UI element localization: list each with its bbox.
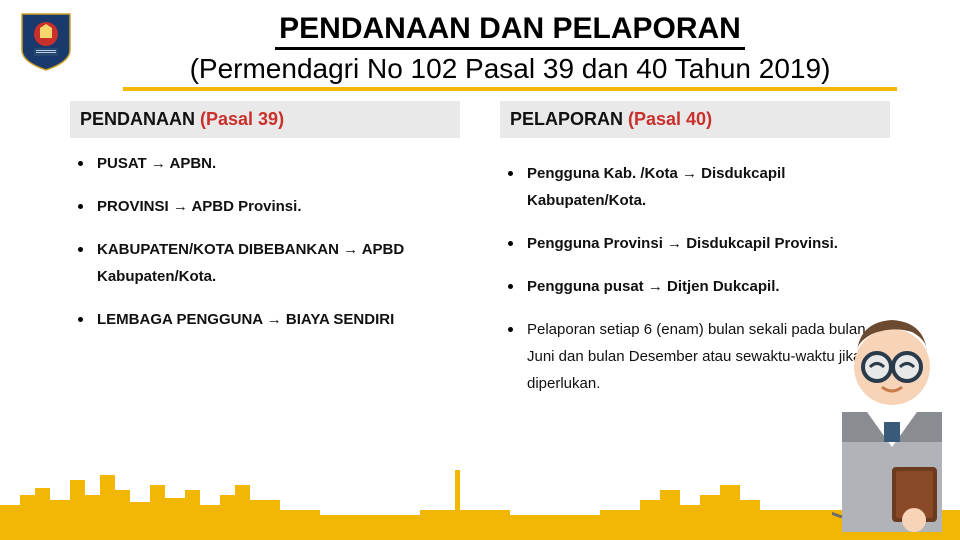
list-item: Pengguna Provinsi → Disdukcapil Provinsi… xyxy=(500,230,890,257)
left-column-header: PENDANAAN (Pasal 39) xyxy=(70,101,460,138)
bullet-icon xyxy=(78,317,83,322)
bullet-text: PUSAT → APBN. xyxy=(97,150,460,177)
right-column-header: PELAPORAN (Pasal 40) xyxy=(500,101,890,138)
bullet-text: PROVINSI → APBD Provinsi. xyxy=(97,193,460,220)
bullet-icon xyxy=(508,284,513,289)
bullet-icon xyxy=(508,241,513,246)
left-header-text: PENDANAAN xyxy=(80,109,200,129)
list-item: PROVINSI → APBD Provinsi. xyxy=(70,193,460,220)
list-item: Pengguna Kab. /Kota → Disdukcapil Kabupa… xyxy=(500,160,890,214)
teacher-character xyxy=(832,292,952,532)
bullet-text: LEMBAGA PENGGUNA → BIAYA SENDIRI xyxy=(97,306,460,333)
skyline-decoration xyxy=(0,460,960,540)
bullet-icon xyxy=(78,204,83,209)
bullet-text: Pengguna Kab. /Kota → Disdukcapil Kabupa… xyxy=(527,160,890,214)
right-header-text: PELAPORAN xyxy=(510,109,628,129)
ministry-logo xyxy=(20,12,72,72)
bullet-icon xyxy=(78,161,83,166)
bullet-text: Pengguna Provinsi → Disdukcapil Provinsi… xyxy=(527,230,890,257)
left-column: PENDANAAN (Pasal 39) PUSAT → APBN. PROVI… xyxy=(70,101,460,413)
yellow-underline xyxy=(123,87,897,91)
title-block: PENDANAAN DAN PELAPORAN (Permendagri No … xyxy=(80,12,940,91)
list-item: KABUPATEN/KOTA DIBEBANKAN → APBD Kabupat… xyxy=(70,236,460,290)
right-header-paren: (Pasal 40) xyxy=(628,109,712,129)
bullet-icon xyxy=(508,327,513,332)
list-item: PUSAT → APBN. xyxy=(70,150,460,177)
list-item: LEMBAGA PENGGUNA → BIAYA SENDIRI xyxy=(70,306,460,333)
bullet-icon xyxy=(508,171,513,176)
page-title: PENDANAAN DAN PELAPORAN xyxy=(275,12,745,50)
page-subtitle: (Permendagri No 102 Pasal 39 dan 40 Tahu… xyxy=(80,52,940,86)
left-header-paren: (Pasal 39) xyxy=(200,109,284,129)
bullet-text: KABUPATEN/KOTA DIBEBANKAN → APBD Kabupat… xyxy=(97,236,460,290)
bullet-icon xyxy=(78,247,83,252)
